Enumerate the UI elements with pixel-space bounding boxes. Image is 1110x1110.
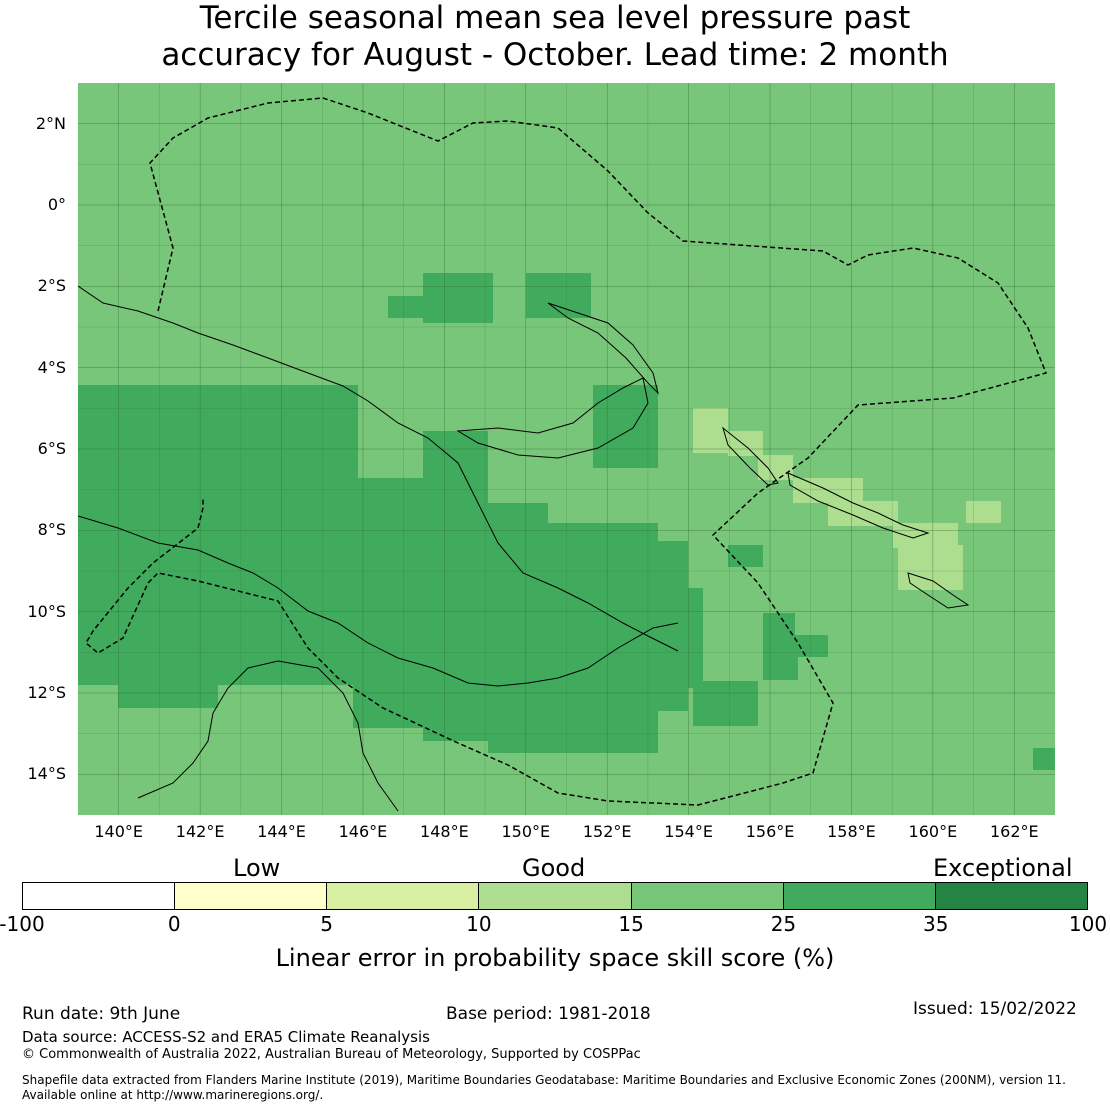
longitude-label: 140°E <box>94 822 144 841</box>
latitude-label: 6°S <box>37 439 66 458</box>
score-cell <box>728 431 763 456</box>
solomon-islands-coast <box>787 472 930 539</box>
longitude-label: 156°E <box>745 822 795 841</box>
score-cell <box>388 296 423 318</box>
score-cell <box>488 503 548 753</box>
score-cell <box>1033 748 1055 770</box>
longitude-label: 142°E <box>175 822 225 841</box>
shapefile-credit-line-1: Shapefile data extracted from Flanders M… <box>22 1073 1066 1087</box>
latitude-label: 10°S <box>27 601 66 621</box>
score-cell <box>763 635 798 680</box>
score-cell <box>593 408 658 468</box>
score-cell <box>728 545 763 567</box>
latitude-label: 14°S <box>27 764 66 784</box>
score-cell <box>118 408 218 708</box>
latitude-label: 0° <box>47 195 66 214</box>
latitude-label: 12°S <box>27 683 66 702</box>
score-cells <box>78 273 1055 770</box>
base-period: Base period: 1981-2018 <box>446 1004 651 1024</box>
colorbar-title: Linear error in probability space skill … <box>275 944 835 972</box>
longitude-label: 154°E <box>664 822 713 841</box>
guadalcanal-coast <box>907 572 970 609</box>
colorbar-tick-label: 35 <box>922 912 949 936</box>
latitude-label: 4°S <box>37 357 66 377</box>
colorbar-segment <box>631 883 784 909</box>
map-canvas <box>78 83 1055 815</box>
latitude-label: 2°S <box>37 276 66 296</box>
colorbar-tick-label: 0 <box>167 912 181 936</box>
category-exceptional-label: Exceptional <box>933 854 1073 882</box>
skill-colorbar <box>22 882 1088 910</box>
new-guinea-coast <box>78 285 679 652</box>
longitude-label: 152°E <box>582 822 632 841</box>
australia-coast <box>137 660 399 812</box>
colorbar-tick-label: 10 <box>466 912 492 936</box>
colorbar-segment <box>327 883 480 909</box>
score-cell <box>758 455 793 480</box>
colorbar-tick-label: 15 <box>618 912 644 936</box>
png-eez-boundary <box>85 97 1048 806</box>
score-cell <box>223 431 253 681</box>
title-line-1: Tercile seasonal mean sea level pressure… <box>199 0 911 36</box>
colorbar-segment <box>175 883 328 909</box>
score-cell <box>423 273 493 323</box>
longitude-label: 162°E <box>989 822 1039 841</box>
colorbar-tick-label: 25 <box>770 912 797 936</box>
new-guinea-south-coast <box>78 515 679 687</box>
copyright-notice: © Commonwealth of Australia 2022, Austra… <box>22 1047 641 1062</box>
longitude-label: 146°E <box>338 822 388 841</box>
colorbar-segment <box>479 883 632 909</box>
score-cell <box>423 431 488 741</box>
skill-score-map <box>78 83 1055 815</box>
run-date: Run date: 9th June <box>22 1004 181 1024</box>
new-ireland-coast <box>547 302 659 395</box>
longitude-label: 144°E <box>257 822 306 841</box>
score-cell <box>658 588 703 688</box>
data-source: Data source: ACCESS-S2 and ERA5 Climate … <box>22 1028 430 1046</box>
map-gridlines <box>78 83 1055 815</box>
longitude-label: 148°E <box>420 822 469 841</box>
colorbar-segment <box>783 883 936 909</box>
colorbar-tick-label: -100 <box>0 912 45 936</box>
new-britain-coast <box>456 377 649 459</box>
eez-boundaries <box>85 97 1048 806</box>
colorbar-tick-label: 5 <box>320 912 333 936</box>
score-cell <box>966 501 1001 523</box>
longitude-label: 150°E <box>501 822 551 841</box>
score-cell <box>828 501 898 526</box>
category-good-label: Good <box>522 854 586 882</box>
category-low-label: Low <box>233 854 281 882</box>
score-cell <box>763 613 795 635</box>
score-cell <box>693 681 758 726</box>
colorbar-segment <box>23 883 176 909</box>
title-line-2: accuracy for August - October. Lead time… <box>161 37 949 73</box>
score-cell <box>798 635 828 657</box>
score-cell <box>353 478 428 728</box>
score-cell <box>893 523 958 548</box>
issued-date: Issued: 15/02/2022 <box>913 999 1077 1019</box>
shapefile-credit-line-2: Available online at http://www.marinereg… <box>22 1088 324 1102</box>
bougainville-coast <box>722 426 779 486</box>
latitude-label: 2°N <box>35 113 66 133</box>
latitude-label: 8°S <box>37 520 66 540</box>
chart-title: Tercile seasonal mean sea level pressure… <box>0 0 1110 74</box>
colorbar-tick-label: 100 <box>1068 912 1108 936</box>
score-cell <box>693 408 728 453</box>
coastlines <box>78 285 970 812</box>
longitude-label: 158°E <box>827 822 876 841</box>
colorbar-segment <box>935 883 1087 909</box>
score-cell <box>253 455 353 675</box>
longitude-label: 160°E <box>908 822 958 841</box>
score-cell <box>898 545 963 590</box>
